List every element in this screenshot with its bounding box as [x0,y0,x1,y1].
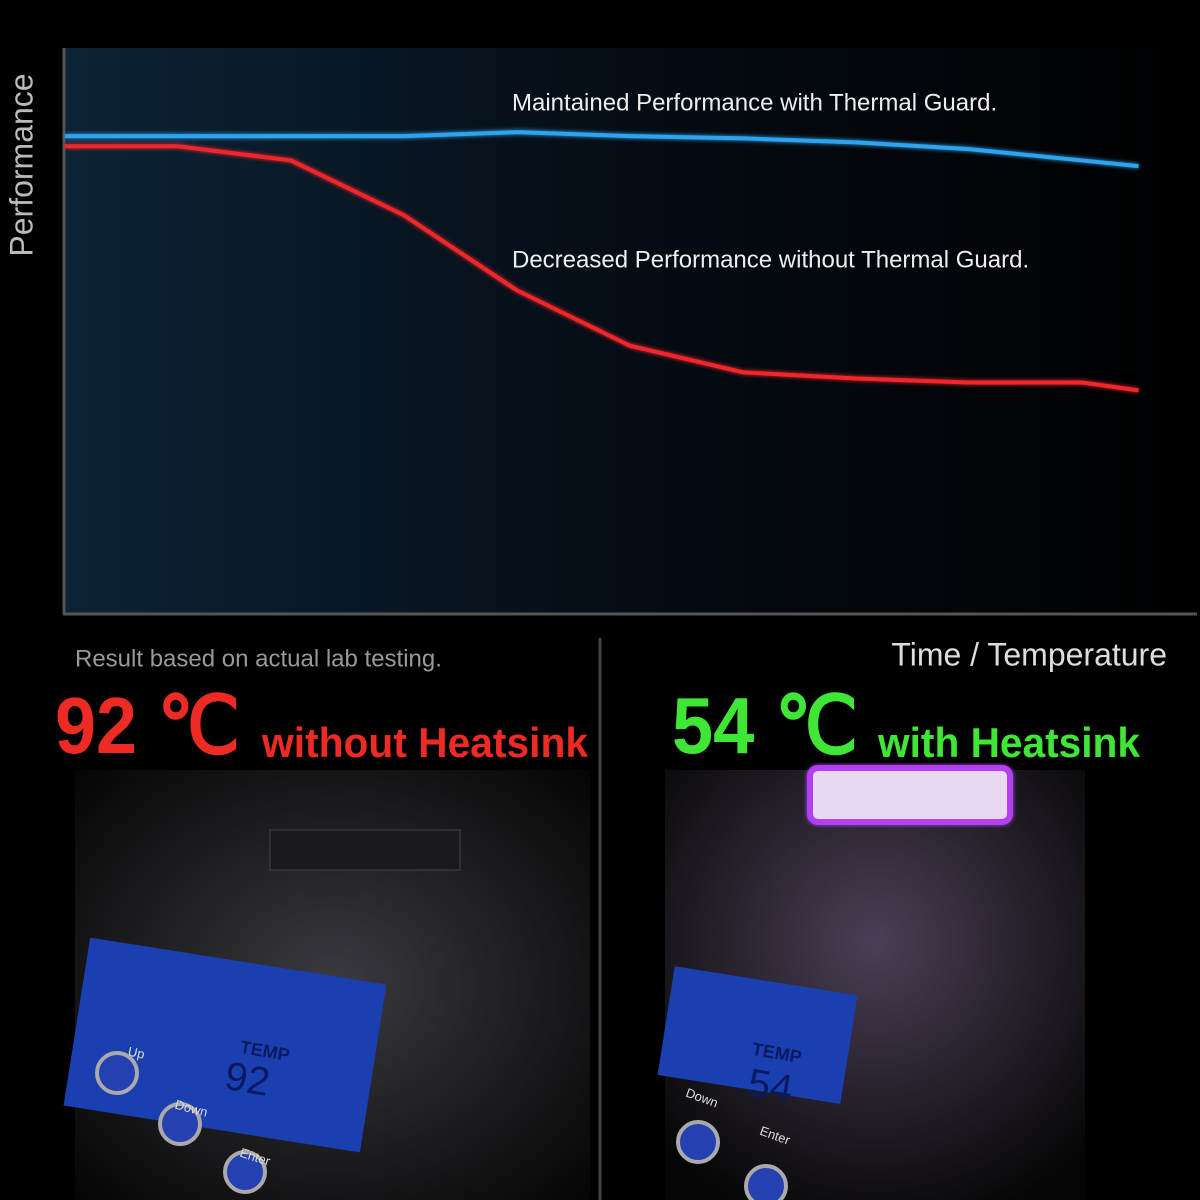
note: Result based on actual lab testing. [75,645,442,672]
button [158,1102,202,1146]
plot-area [65,48,1195,613]
caption: with Heatsink [877,719,1141,766]
lcd-value: 92 [222,1054,273,1105]
x-axis-label: Time / Temperature [891,636,1167,672]
y-axis-label: Performance [3,73,39,256]
lcd [63,937,387,1153]
temperature: 92 ℃ [55,681,240,770]
button-label: Up [127,1044,146,1062]
lcd [657,966,858,1104]
button [744,1164,788,1200]
heatsink [807,765,1013,825]
button [95,1051,139,1095]
caption: without Heatsink [261,719,589,766]
heatsink [269,829,461,871]
button [223,1150,267,1194]
series-label: Maintained Performance with Thermal Guar… [512,89,997,116]
temperature: 54 ℃ [672,681,858,770]
lines [65,130,1139,393]
series-line [65,144,1139,393]
button [676,1120,720,1164]
lcd-value: 54 [745,1061,796,1112]
series-label: Decreased Performance without Thermal Gu… [512,246,1029,273]
series-line [65,130,1139,169]
